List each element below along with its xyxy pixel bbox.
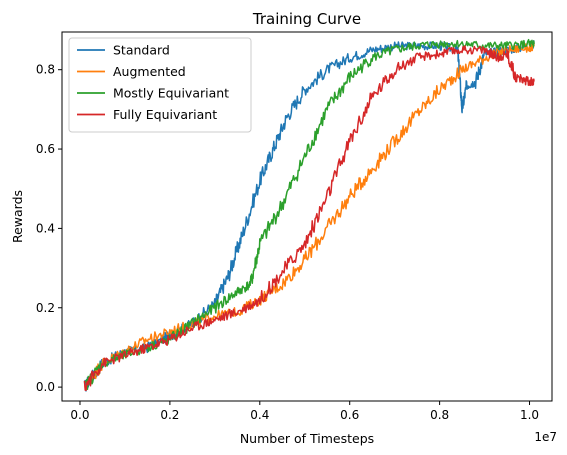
chart-title: Training Curve	[252, 10, 361, 28]
y-axis-label: Rewards	[10, 190, 25, 243]
x-tick-label: 0.2	[160, 408, 179, 422]
legend-box	[68, 37, 252, 133]
legend-label: Fully Equivariant	[113, 107, 217, 122]
y-tick-label: 0.4	[36, 221, 55, 235]
x-axis-offset-label: 1e7	[534, 430, 557, 444]
ticks-layer: 0.0 0.2 0.4 0.6 0.8 1.0 0.0 0.2 0.4 0.6 0.8	[36, 63, 539, 422]
x-axis-label: Number of Timesteps	[240, 431, 374, 446]
legend-label: Standard	[113, 43, 170, 58]
y-tick-label: 0.0	[36, 380, 55, 394]
x-tick-label: 0.4	[250, 408, 269, 422]
series-line-augmented	[83, 41, 535, 391]
legend: Standard Augmented Mostly Equivariant Fully…	[68, 37, 252, 133]
y-tick-label: 0.2	[36, 301, 55, 315]
x-tick-label: 0.0	[70, 408, 89, 422]
series-layer	[83, 38, 535, 392]
legend-label: Augmented	[113, 64, 186, 79]
x-tick-label: 0.6	[340, 408, 359, 422]
y-tick-label: 0.8	[36, 63, 55, 77]
x-tick-label: 1.0	[520, 408, 539, 422]
y-tick-label: 0.6	[36, 142, 55, 156]
series-line-fully-equivariant	[83, 45, 535, 392]
x-tick-label: 0.8	[430, 408, 449, 422]
plot-frame	[61, 31, 553, 402]
legend-label: Mostly Equivariant	[113, 86, 229, 101]
